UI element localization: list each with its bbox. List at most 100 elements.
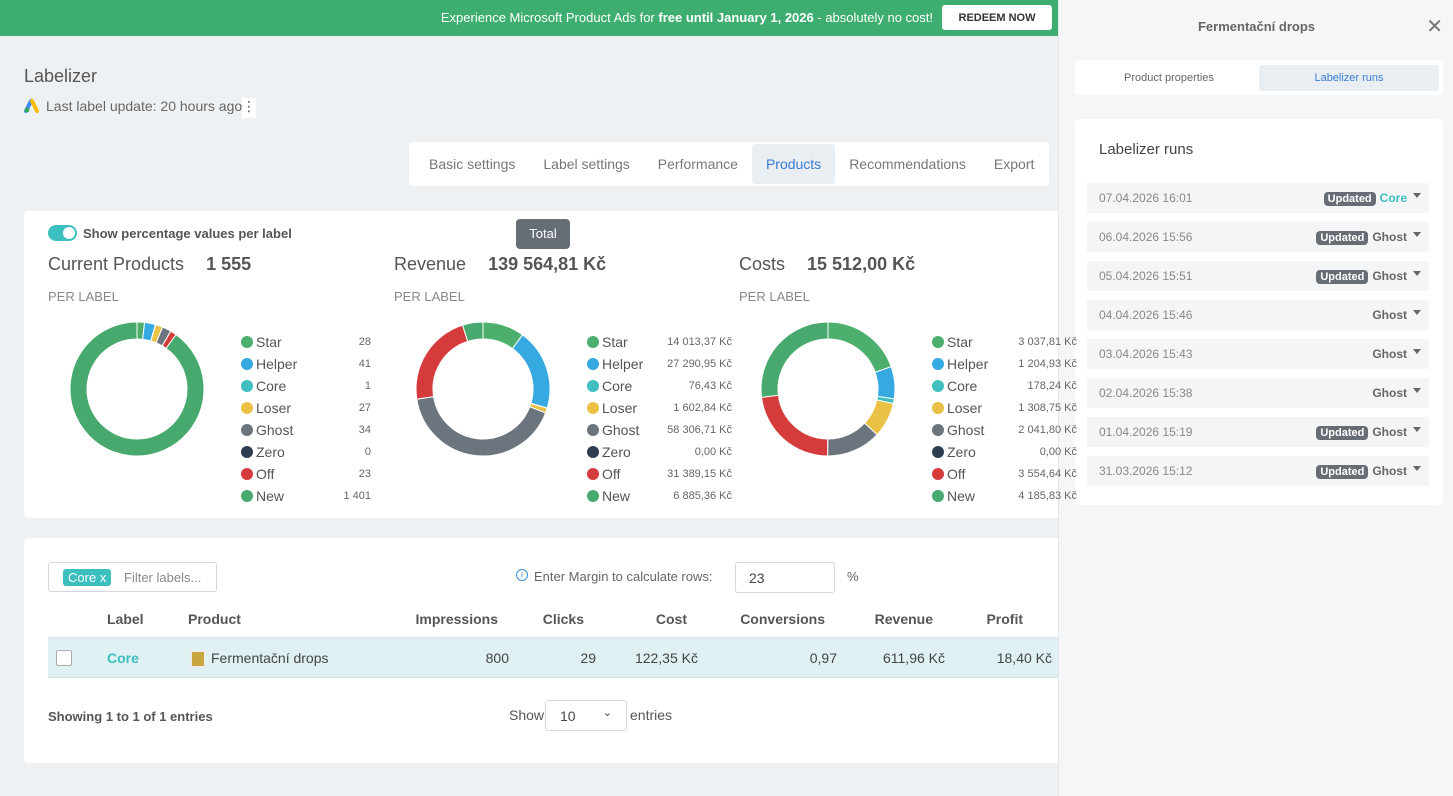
table-info: Showing 1 to 1 of 1 entries (48, 709, 213, 724)
run-label: Ghost (1372, 269, 1407, 283)
run-caret (1413, 466, 1421, 471)
legend-dot (932, 446, 944, 458)
column-header[interactable]: Cost (655, 611, 687, 627)
panel-tab[interactable]: Product properties (1124, 72, 1214, 84)
legend-value: 27 290,95 Kč (667, 358, 732, 370)
tab[interactable]: Basic settings (429, 156, 516, 172)
banner-text: Experience Microsoft Product Ads for fre… (441, 10, 933, 25)
run-badge: Updated (1316, 426, 1369, 440)
run-status: Updated Ghost (1316, 464, 1407, 479)
run-row[interactable]: 06.04.2026 15:56 Updated Ghost (1087, 222, 1429, 252)
legend-dot (241, 380, 253, 392)
legend-label: Helper (602, 356, 644, 372)
column-header[interactable]: Revenue (874, 611, 933, 627)
legend-label: Zero (256, 444, 285, 460)
legend-value: 1 401 (343, 490, 371, 502)
run-date: 04.04.2026 15:46 (1099, 308, 1193, 322)
legend-label: Loser (256, 400, 292, 416)
legend-value: 2 041,80 Kč (1018, 424, 1077, 436)
run-badge: Updated (1323, 192, 1376, 206)
redeem-button[interactable]: REDEEM NOW (942, 5, 1052, 30)
tab[interactable]: Export (993, 156, 1035, 172)
legend-label: Helper (947, 356, 989, 372)
legend-value: 58 306,71 Kč (667, 424, 732, 436)
run-row[interactable]: 05.04.2026 15:51 Updated Ghost (1087, 261, 1429, 291)
table-cell: Fermentační drops (211, 650, 329, 666)
header-rule (48, 637, 1058, 639)
filter-placeholder: Filter labels... (124, 570, 202, 585)
panel-tab[interactable]: Labelizer runs (1259, 65, 1439, 91)
margin-input[interactable]: 23 (735, 562, 835, 593)
legend-value: 76,43 Kč (688, 380, 732, 392)
legend-label: New (256, 488, 285, 504)
toggle[interactable] (48, 225, 77, 241)
tab[interactable]: Products (751, 144, 836, 184)
legend-label: New (602, 488, 631, 504)
tooltip: Total (516, 219, 570, 249)
column-header[interactable]: Clicks (542, 611, 584, 627)
legend-value: 31 389,15 Kč (667, 468, 732, 480)
run-badge: Updated (1316, 270, 1369, 284)
column-header[interactable]: Impressions (415, 611, 498, 627)
tab[interactable]: Label settings (543, 156, 630, 172)
run-badge: Updated (1316, 231, 1369, 245)
legend-dot (587, 380, 599, 392)
row-checkbox[interactable] (56, 650, 72, 666)
legend-dot (587, 446, 599, 458)
run-row[interactable]: 02.04.2026 15:38 Ghost (1087, 378, 1429, 408)
run-caret (1413, 193, 1421, 198)
close-button[interactable]: ✕ (1426, 16, 1443, 38)
tab[interactable]: Performance (657, 156, 738, 172)
entries-label: entries (630, 707, 673, 723)
run-caret (1413, 427, 1421, 432)
chart-title: Costs 15 512,00 Kč (739, 254, 915, 275)
table-cell: 122,35 Kč (634, 650, 698, 666)
run-date: 03.04.2026 15:43 (1099, 347, 1193, 361)
column-header[interactable]: Product (188, 611, 241, 627)
legend-value: 0 (364, 446, 371, 458)
run-caret (1413, 271, 1421, 276)
tab[interactable]: Recommendations (849, 156, 966, 172)
donut-chart (760, 321, 896, 457)
chart-total: 139 564,81 Kč (488, 254, 607, 274)
run-row[interactable]: 31.03.2026 15:12 Updated Ghost (1087, 456, 1429, 486)
legend-label: Core (256, 378, 287, 394)
column-header[interactable]: Label (107, 611, 144, 627)
run-label: Ghost (1372, 230, 1407, 244)
legend-dot (587, 402, 599, 414)
filter-tag: Core x (63, 569, 112, 586)
runs-heading: Labelizer runs (1099, 141, 1194, 158)
donut-slice (827, 321, 892, 373)
page-size-select[interactable]: 10 ⌄ (545, 700, 627, 731)
more-button[interactable]: ⋮ (242, 98, 256, 118)
legend-dot (587, 468, 599, 480)
run-status: Updated Ghost (1316, 425, 1407, 440)
run-row[interactable]: 07.04.2026 16:01 Updated Core (1087, 183, 1429, 213)
label-link[interactable]: Core (107, 650, 139, 666)
legend-label: Zero (602, 444, 631, 460)
label-filter[interactable]: Core x Filter labels... (48, 562, 217, 592)
ads-icon (24, 99, 39, 113)
legend-dot (241, 446, 253, 458)
run-status: Ghost (1372, 386, 1407, 400)
promo-banner: Experience Microsoft Product Ads for fre… (0, 0, 1058, 36)
filter-remove[interactable]: x (99, 570, 107, 585)
chart-subtitle: PER LABEL (394, 289, 465, 304)
legend-value: 1 602,84 Kč (673, 402, 732, 414)
legend-value: 0,00 Kč (694, 446, 732, 458)
run-row[interactable]: 04.04.2026 15:46 Ghost (1087, 300, 1429, 330)
legend-dot (241, 468, 253, 480)
run-caret (1413, 388, 1421, 393)
legend-value: 23 (358, 468, 371, 480)
product-thumb (190, 650, 206, 668)
column-header[interactable]: Conversions (740, 611, 825, 627)
chart-title-text: Current Products (48, 254, 185, 274)
legend-label: Helper (256, 356, 298, 372)
chart-total: 15 512,00 Kč (807, 254, 916, 274)
run-row[interactable]: 01.04.2026 15:19 Updated Ghost (1087, 417, 1429, 447)
column-header[interactable]: Profit (986, 611, 1023, 627)
run-row[interactable]: 03.04.2026 15:43 Ghost (1087, 339, 1429, 369)
legend-label: Ghost (947, 422, 985, 438)
legend-value: 14 013,37 Kč (667, 336, 732, 348)
run-badge: Updated (1316, 465, 1369, 479)
